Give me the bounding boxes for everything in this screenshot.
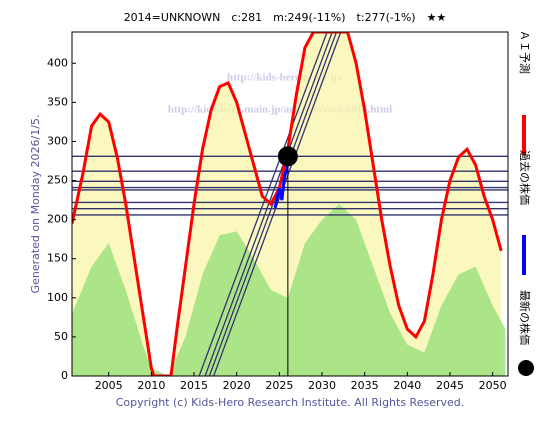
y-tick-label: 400 <box>47 56 68 69</box>
trend-line <box>198 32 328 376</box>
footer: Copyright (c) Kids-Hero Research Institu… <box>116 396 465 409</box>
x-tick-label: 2030 <box>308 379 336 392</box>
series-line <box>273 156 290 209</box>
x-tick-label: 2025 <box>265 379 293 392</box>
history-band <box>72 204 506 376</box>
latest-point <box>277 146 298 167</box>
trend-line <box>208 32 338 376</box>
legend-label: 過去の株価 <box>518 150 532 205</box>
y-tick-label: 50 <box>54 330 68 343</box>
x-tick-label: 2040 <box>393 379 421 392</box>
x-tick-label: 2015 <box>180 379 208 392</box>
series-line <box>72 32 503 376</box>
x-tick-label: 2045 <box>436 379 464 392</box>
legend-label: ＡＩ予測 <box>518 30 532 74</box>
legend-label: 最新の株価 <box>518 290 532 345</box>
y-tick-label: 300 <box>47 134 68 147</box>
legend-swatch <box>518 360 534 376</box>
y-tick-label: 100 <box>47 291 68 304</box>
y-tick-label: 0 <box>61 369 68 382</box>
y-tick-label: 150 <box>47 252 68 265</box>
plot-frame <box>71 31 509 377</box>
y-tick-label: 250 <box>47 174 68 187</box>
y-tick-label: 350 <box>47 95 68 108</box>
x-tick-label: 2020 <box>223 379 251 392</box>
x-tick-label: 2035 <box>351 379 379 392</box>
x-tick-label: 2050 <box>479 379 507 392</box>
x-tick-label: 2005 <box>95 379 123 392</box>
y-tick-label: 200 <box>47 213 68 226</box>
y-label: Generated on Monday 2026/1/5. <box>29 115 42 294</box>
chart-title: 2014=UNKNOWN c:281 m:249(-11%) t:277(-1%… <box>124 11 447 24</box>
x-tick-label: 2010 <box>137 379 165 392</box>
